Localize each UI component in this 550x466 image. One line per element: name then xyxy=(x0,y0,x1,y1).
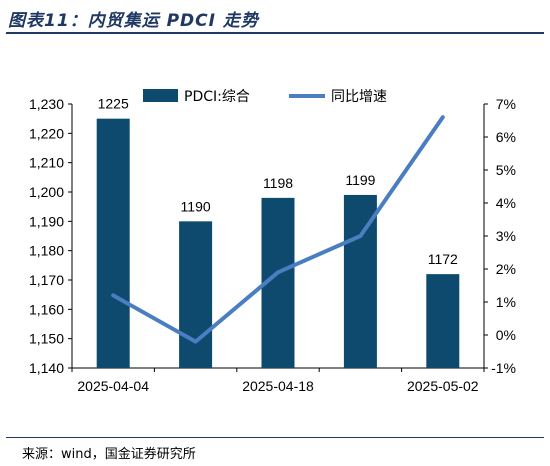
y-left-tick-label: 1,170 xyxy=(29,272,64,288)
legend-label-bar: PDCI:综合 xyxy=(184,89,250,105)
y-left-tick-label: 1,190 xyxy=(29,213,64,229)
y-left-tick-label: 1,210 xyxy=(29,155,64,171)
y-left-tick-label: 1,200 xyxy=(29,184,64,200)
y-left-tick-label: 1,220 xyxy=(29,125,64,141)
bar xyxy=(426,274,460,368)
y-right-tick-label: 6% xyxy=(496,129,516,145)
bar xyxy=(343,194,377,368)
legend-swatch-bar xyxy=(143,89,178,102)
legend-label-line: 同比增速 xyxy=(331,89,387,105)
bar-data-label: 1190 xyxy=(181,198,211,214)
x-tick-label: 2025-04-18 xyxy=(242,378,314,394)
y-right-tick-label: 0% xyxy=(496,327,516,343)
y-right-tick-label: -1% xyxy=(491,360,516,376)
y-right-tick-label: 2% xyxy=(496,261,516,277)
y-right-tick-label: 3% xyxy=(496,228,516,244)
bar-data-label: 1172 xyxy=(428,251,458,267)
y-left-tick-label: 1,180 xyxy=(29,243,64,259)
bar-data-label: 1199 xyxy=(345,172,375,188)
bar xyxy=(96,118,130,369)
bar-data-label: 1198 xyxy=(263,175,293,191)
y-right-tick-label: 7% xyxy=(496,96,516,112)
bar-data-label: 1225 xyxy=(98,96,129,112)
y-left-tick-label: 1,140 xyxy=(29,360,64,376)
y-left-tick-label: 1,160 xyxy=(29,301,64,317)
y-right-tick-label: 5% xyxy=(496,162,516,178)
x-tick-label: 2025-04-04 xyxy=(77,378,149,394)
source-note: 来源：wind，国金证券研究所 xyxy=(22,447,196,462)
chart-title: 图表11：内贸集运 PDCI 走势 xyxy=(8,11,259,31)
title-divider xyxy=(6,32,544,34)
y-left-tick-label: 1,150 xyxy=(29,331,64,347)
y-left-tick-label: 1,230 xyxy=(29,96,64,112)
source-divider xyxy=(6,437,544,438)
x-tick-label: 2025-05-02 xyxy=(407,378,479,394)
y-right-tick-label: 1% xyxy=(496,294,516,310)
y-right-tick-label: 4% xyxy=(496,195,516,211)
bar xyxy=(179,221,213,368)
